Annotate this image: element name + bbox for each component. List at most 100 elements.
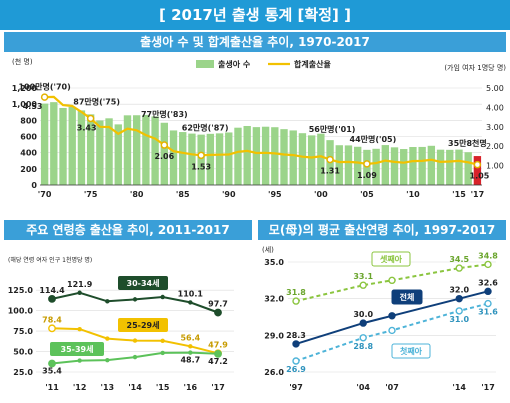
births-bar	[188, 133, 196, 185]
births-bar	[151, 116, 159, 185]
tfr-value-label: 1.53	[191, 162, 211, 171]
chart1-right-tick-label: 4.00	[486, 103, 504, 112]
page-title-band: [ 2017년 출생 통계 [확정] ]	[0, 0, 510, 30]
tfr-value-label: 2.06	[154, 152, 174, 161]
chart2-value-label: 97.7	[208, 300, 228, 309]
chart2-marker	[77, 326, 82, 332]
chart2-marker	[160, 294, 165, 300]
births-bar	[105, 118, 113, 185]
births-bar	[86, 114, 95, 185]
chart2-value-label: 56.4	[180, 333, 200, 342]
chart2-marker	[48, 359, 56, 368]
chart2-marker	[48, 324, 56, 333]
chart3-marker	[484, 299, 492, 308]
chart1-x-tick-label: '10	[406, 190, 420, 199]
chart1-right-tick-label: 5.00	[486, 84, 504, 93]
chart2-value-label: 48.7	[180, 356, 200, 365]
chart2-marker	[188, 300, 193, 305]
chart3-value-label: 33.1	[353, 272, 373, 281]
births-bar	[123, 115, 132, 185]
chart3-y-tick-label: 29.0	[264, 331, 284, 340]
chart3-y-tick-label: 26.0	[264, 368, 284, 377]
chart3-marker	[455, 294, 463, 303]
chart1-left-tick-label: 200	[20, 165, 37, 174]
page-title: [ 2017년 출생 통계 [확정] ]	[159, 6, 351, 24]
chart2-value-label: 35.4	[42, 366, 62, 375]
chart1-right-axis-title: (가임 여자 1명당 명)	[444, 63, 506, 72]
chart2-marker	[105, 336, 110, 341]
births-bar	[243, 125, 251, 185]
chart3-marker	[359, 334, 367, 342]
births-bar	[77, 110, 86, 185]
births-bar	[344, 145, 353, 185]
chart3-series-line	[295, 302, 489, 362]
chart3-value-label: 32.0	[449, 286, 469, 295]
chart3-value-label: 30.0	[353, 310, 373, 319]
chart3-series-tag	[391, 289, 423, 305]
chart3-x-tick-label: '04	[356, 383, 370, 392]
chart2-marker	[160, 350, 165, 356]
births-bar	[455, 149, 463, 185]
chart1-x-tick-label: '85	[176, 190, 190, 199]
births-bar	[363, 149, 371, 185]
births-bar	[326, 140, 334, 185]
chart3-value-label: 31.6	[478, 308, 498, 317]
chart2-x-tick-label: '12	[73, 383, 87, 392]
chart2-x-tick-label: '14	[128, 383, 142, 392]
births-bar	[271, 127, 279, 185]
birth-annotation: 35만8천명	[448, 138, 487, 148]
chart3-marker	[292, 297, 300, 305]
chart1-left-tick-label: 400	[20, 149, 37, 158]
tfr-marker	[86, 114, 95, 123]
births-bar	[409, 147, 417, 185]
chart1-x-tick-label: '17	[471, 190, 485, 199]
chart1-x-tick-label: '70	[38, 190, 52, 199]
chart3-title: 모(母)의 평균 출산연령 추이, 1997-2017	[268, 223, 496, 237]
chart3-marker	[359, 281, 367, 289]
birth-annotation: 77만명('83)	[141, 109, 188, 119]
chart3-x-tick-label: '97	[289, 383, 303, 392]
births-bar	[225, 132, 233, 185]
chart3-value-label: 28.3	[286, 331, 306, 340]
chart2-marker	[160, 338, 165, 344]
chart3-value-label: 34.8	[478, 251, 498, 260]
chart3-axis-title: (세)	[262, 245, 274, 254]
chart2-x-tick-label: '13	[101, 383, 115, 392]
tfr-value-label: 1.31	[320, 167, 340, 176]
chart3-series-tag	[391, 343, 431, 359]
birth-annotation: 87만명('75)	[73, 96, 120, 106]
chart3-series-line	[295, 290, 489, 345]
chart1-title-band: 출생아 수 및 합계출산율 추이, 1970-2017	[4, 32, 506, 52]
chart1-x-tick-label: '95	[268, 190, 282, 199]
births-bar	[381, 145, 389, 185]
chart3-title-band: 모(母)의 평균 출산연령 추이, 1997-2017	[258, 220, 506, 240]
births-bar	[133, 115, 141, 185]
chart2-series-name: 25-29세	[127, 320, 160, 330]
chart3-series-name: 셋째아	[380, 254, 403, 264]
chart2-value-label: 114.4	[39, 286, 65, 295]
chart2-series-name: 35-39세	[61, 344, 94, 354]
chart3-series-line	[295, 263, 489, 303]
chart2-series-tag	[118, 276, 168, 290]
births-bar	[261, 126, 270, 185]
tfr-marker	[40, 93, 49, 101]
birth-annotation: 56만명('01)	[309, 124, 356, 134]
chart3-x-tick-label: '17	[481, 383, 495, 392]
chart3-x-tick-label: '07	[385, 383, 399, 392]
chart2-marker	[48, 294, 56, 303]
births-bar	[59, 107, 67, 185]
chart3-value-label: 31.0	[449, 315, 469, 324]
chart2-series-line	[51, 327, 219, 355]
births-bar	[114, 124, 122, 185]
births-bar	[197, 134, 205, 185]
births-bar	[96, 120, 104, 185]
chart1-left-tick-label: 1,000	[12, 100, 38, 109]
births-bar	[215, 133, 224, 185]
chart3-series-name: 전체	[400, 292, 415, 302]
tfr-marker	[160, 141, 169, 149]
chart2-series-line	[51, 351, 219, 365]
chart1-left-tick-label: 1,200	[12, 84, 38, 93]
chart2-marker	[188, 344, 193, 349]
births-bar	[446, 149, 454, 185]
